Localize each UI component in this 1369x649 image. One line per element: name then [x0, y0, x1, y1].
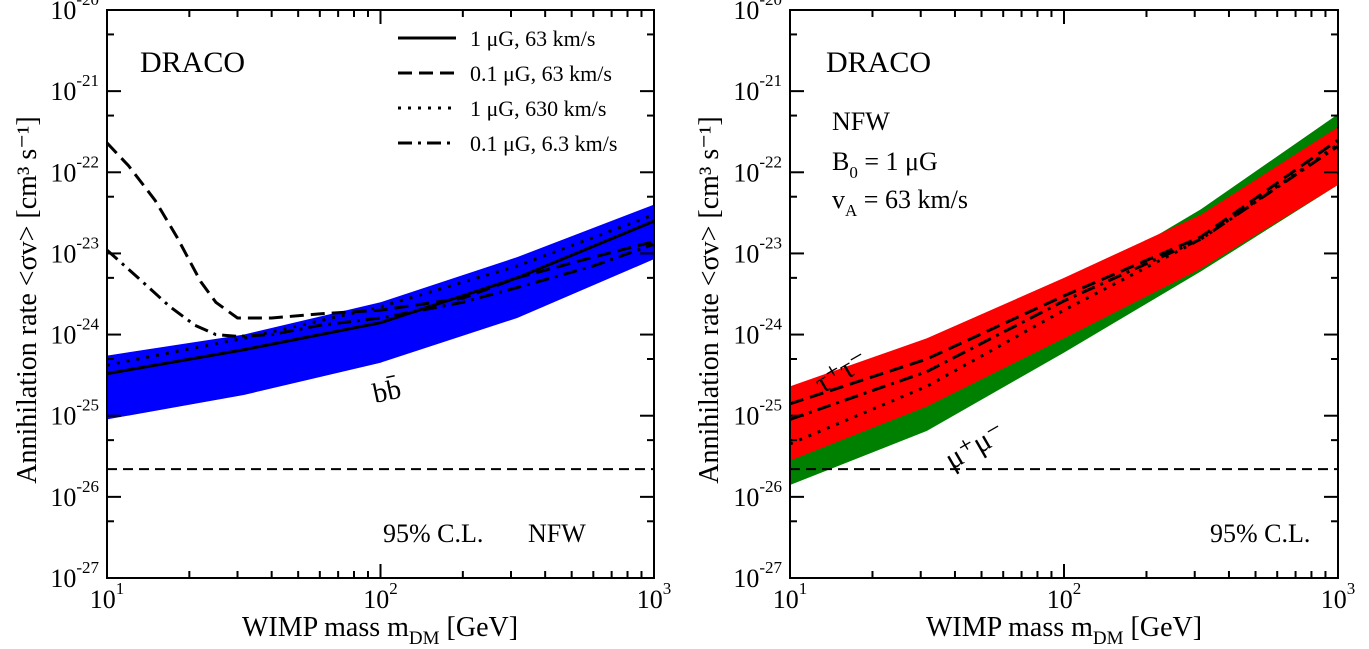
left-cl-label: 95% C.L.: [383, 519, 483, 548]
right-x-axis-title: WIMP mass mDM [GeV]: [926, 612, 1202, 649]
series-line: [106, 242, 655, 338]
x-tick-label: 102: [363, 579, 398, 614]
y-tick-label: 10-21: [733, 71, 782, 106]
y-tick-label: 10-23: [50, 233, 99, 268]
x-tick-label: 101: [90, 579, 125, 614]
left-panel: DRACO 95% C.L. NFW bb̄ 1 μG, 63 km/s 0.1 …: [105, 9, 655, 579]
right-series: [789, 138, 1339, 446]
left-frame: [106, 9, 655, 579]
confidence-band: [790, 127, 1338, 461]
right-title: DRACO: [826, 46, 931, 79]
y-tick-label: 10-24: [50, 315, 99, 350]
y-tick-label: 10-26: [733, 477, 782, 512]
y-tick-label: 10-27: [733, 558, 782, 593]
x-tick-label: 102: [1047, 579, 1082, 614]
series-line: [789, 144, 1339, 421]
x-tick-label: 101: [773, 579, 808, 614]
y-tick-label: 10-21: [50, 71, 99, 106]
y-tick-label: 10-25: [733, 396, 782, 431]
y-tick-label: 10-24: [733, 315, 782, 350]
left-bands: [107, 204, 654, 420]
mu-label: μ⁺μ⁻: [939, 416, 1011, 477]
legend-label: 0.1 μG, 6.3 km/s: [470, 131, 617, 156]
y-tick-label: 10-25: [50, 396, 99, 431]
series-line: [789, 138, 1339, 406]
left-series: [105, 141, 655, 376]
y-tick-label: 10-20: [733, 0, 782, 25]
left-legend: 1 μG, 63 km/s 0.1 μG, 63 km/s 1 μG, 630 km…: [398, 26, 617, 156]
right-profile-label: NFW: [832, 107, 890, 136]
right-y-axis-title: Annihilation rate <σv> [cm³ s⁻¹]: [694, 116, 725, 484]
y-tick-label: 10-22: [50, 152, 99, 187]
legend-label: 1 μG, 63 km/s: [470, 26, 595, 51]
y-tick-label: 10-20: [50, 0, 99, 25]
x-tick-label: 103: [637, 579, 672, 614]
left-y-axis-title: Annihilation rate <σv> [cm³ s⁻¹]: [12, 116, 43, 484]
left-profile-label: NFW: [528, 519, 586, 548]
left-title: DRACO: [140, 46, 245, 79]
series-line: [106, 219, 655, 376]
x-tick-label: 103: [1321, 579, 1356, 614]
legend-label: 1 μG, 630 km/s: [470, 96, 606, 121]
series-line: [106, 213, 655, 367]
legend-label: 0.1 μG, 63 km/s: [470, 61, 612, 86]
right-cl-label: 95% C.L.: [1210, 519, 1310, 548]
series-line: [105, 141, 655, 320]
y-tick-label: 10-22: [733, 152, 782, 187]
y-tick-label: 10-26: [50, 477, 99, 512]
y-tick-label: 10-23: [733, 233, 782, 268]
left-x-axis-title: WIMP mass mDM [GeV]: [242, 612, 518, 649]
y-tick-label: 10-27: [50, 558, 99, 593]
confidence-band: [107, 204, 654, 420]
right-panel: DRACO NFW B0 = 1 μG vA = 63 km/s 95% C.L…: [789, 9, 1339, 579]
va-label: vA = 63 km/s: [832, 185, 968, 220]
b0-label: B0 = 1 μG: [832, 147, 938, 182]
bb-label: bb̄: [370, 373, 404, 409]
right-frame: [789, 9, 1339, 579]
